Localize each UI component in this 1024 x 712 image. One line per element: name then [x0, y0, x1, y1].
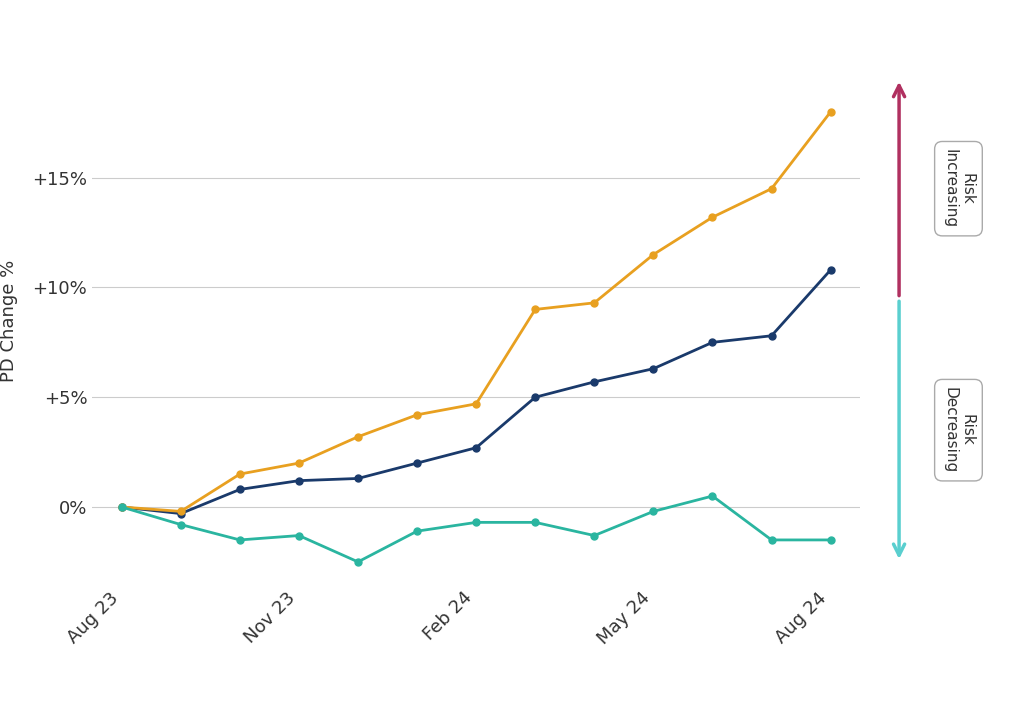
- Text: Risk
Decreasing: Risk Decreasing: [942, 387, 975, 473]
- US Media: [529, 393, 542, 402]
- IG: [588, 531, 600, 540]
- US Media: [352, 474, 365, 483]
- IG: [116, 503, 128, 511]
- HY: [411, 411, 423, 419]
- US Media: [116, 503, 128, 511]
- HY: [647, 250, 659, 258]
- HY: [588, 298, 600, 307]
- HY: [529, 305, 542, 314]
- HY: [470, 399, 482, 408]
- US Media: [588, 377, 600, 386]
- IG: [765, 535, 777, 544]
- US Media: [824, 266, 837, 274]
- Line: HY: HY: [118, 108, 835, 515]
- US Media: [175, 509, 187, 518]
- US Media: [233, 485, 246, 493]
- IG: [707, 492, 719, 501]
- Legend: US Media, HY, IG: US Media, HY, IG: [285, 708, 591, 712]
- Y-axis label: PD Change %: PD Change %: [0, 259, 18, 382]
- IG: [647, 507, 659, 515]
- IG: [411, 527, 423, 535]
- US Media: [765, 332, 777, 340]
- HY: [293, 459, 305, 467]
- HY: [116, 503, 128, 511]
- US Media: [411, 459, 423, 467]
- IG: [352, 557, 365, 566]
- US Media: [470, 444, 482, 452]
- HY: [824, 108, 837, 116]
- Line: IG: IG: [118, 493, 835, 565]
- IG: [293, 531, 305, 540]
- US Media: [707, 338, 719, 347]
- IG: [824, 535, 837, 544]
- HY: [352, 432, 365, 441]
- HY: [707, 213, 719, 221]
- IG: [175, 520, 187, 529]
- HY: [233, 470, 246, 478]
- US Media: [647, 365, 659, 373]
- Line: US Media: US Media: [118, 266, 835, 517]
- IG: [470, 518, 482, 527]
- IG: [233, 535, 246, 544]
- HY: [175, 507, 187, 515]
- IG: [529, 518, 542, 527]
- US Media: [293, 476, 305, 485]
- HY: [765, 184, 777, 193]
- Text: Risk
Increasing: Risk Increasing: [942, 149, 975, 229]
